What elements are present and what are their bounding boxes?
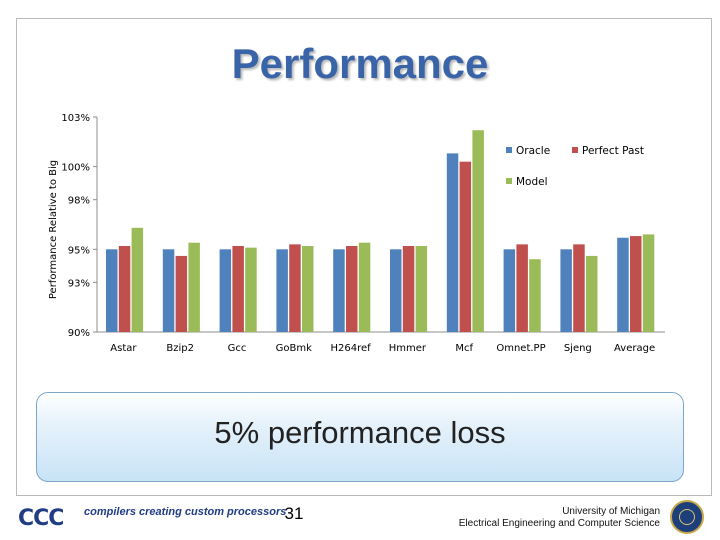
- x-tick-label: Gcc: [228, 343, 247, 354]
- y-tick-label: 98%: [68, 196, 90, 207]
- bar: [276, 249, 288, 332]
- bar: [106, 249, 118, 332]
- bar: [346, 246, 358, 332]
- x-tick-label: Hmmer: [389, 343, 427, 354]
- bar: [219, 249, 232, 332]
- page-number: 31: [284, 504, 304, 523]
- bar: [162, 249, 175, 332]
- legend-label: Oracle: [516, 145, 550, 157]
- logo-tagline: compilers creating custom processors: [84, 506, 287, 518]
- bar: [131, 227, 144, 332]
- legend-swatch: [506, 147, 512, 153]
- legend-swatch: [572, 147, 578, 153]
- bar: [617, 237, 629, 332]
- y-tick-label: 100%: [61, 163, 90, 174]
- bar: [560, 249, 572, 332]
- bar: [630, 236, 642, 332]
- ccc-logo: CCC: [18, 506, 64, 531]
- bar: [472, 130, 484, 332]
- x-tick-label: Sjeng: [564, 343, 592, 354]
- x-tick-label: Omnet.PP: [496, 343, 545, 354]
- bar-chart: 90% 93% 95% 98% 100% 103% Performance Relative…: [48, 113, 665, 354]
- bar: [459, 161, 472, 332]
- x-tick-label: GoBmk: [276, 343, 312, 354]
- callout-box: 5% performance loss: [36, 392, 684, 482]
- bar: [175, 255, 188, 332]
- university-line-2: Electrical Engineering and Computer Scie…: [458, 518, 660, 529]
- chart-bars: [106, 130, 655, 332]
- bar: [402, 246, 415, 332]
- bar: [642, 234, 655, 332]
- bar: [289, 244, 301, 332]
- x-tick-label: Mcf: [455, 343, 473, 354]
- legend-label: Model: [516, 176, 548, 188]
- bar: [516, 244, 528, 332]
- x-tick-label: Bzip2: [166, 343, 194, 354]
- y-tick-label: 90%: [68, 328, 90, 339]
- legend-swatch: [506, 178, 512, 184]
- bar: [586, 255, 598, 332]
- bar: [358, 242, 371, 332]
- bar: [118, 246, 131, 332]
- bar: [503, 249, 516, 332]
- y-axis-title: Performance Relative to Big: [48, 160, 59, 299]
- bar: [232, 246, 244, 332]
- legend-label: Perfect Past: [582, 145, 644, 157]
- chart-legend: Oracle Perfect Past Model: [506, 145, 644, 188]
- x-tick-label: Average: [614, 343, 655, 354]
- bar: [333, 249, 345, 332]
- bar: [390, 249, 402, 332]
- y-tick-label: 95%: [68, 245, 90, 256]
- bar: [245, 247, 257, 332]
- bar: [573, 244, 585, 332]
- bar: [188, 242, 200, 332]
- bar: [446, 153, 459, 332]
- university-seal-icon: [670, 500, 704, 534]
- bar: [529, 259, 541, 332]
- chart-labels: 90% 93% 95% 98% 100% 103% Performance Relative…: [48, 113, 655, 354]
- university-name: University of Michigan Electrical Engine…: [459, 506, 660, 530]
- university-line-1: University of Michigan: [562, 506, 660, 517]
- footer: CCC compilers creating custom processors…: [0, 496, 720, 540]
- slide-title: Performance: [231, 40, 489, 87]
- bar: [302, 246, 314, 332]
- x-tick-label: Astar: [110, 343, 137, 354]
- bar: [415, 246, 428, 332]
- x-tick-label: H264ref: [331, 343, 372, 354]
- y-tick-label: 93%: [68, 278, 90, 289]
- seal-inner-ring: [679, 509, 695, 525]
- callout-text: 5% performance loss: [214, 415, 506, 450]
- y-tick-label: 103%: [61, 113, 90, 124]
